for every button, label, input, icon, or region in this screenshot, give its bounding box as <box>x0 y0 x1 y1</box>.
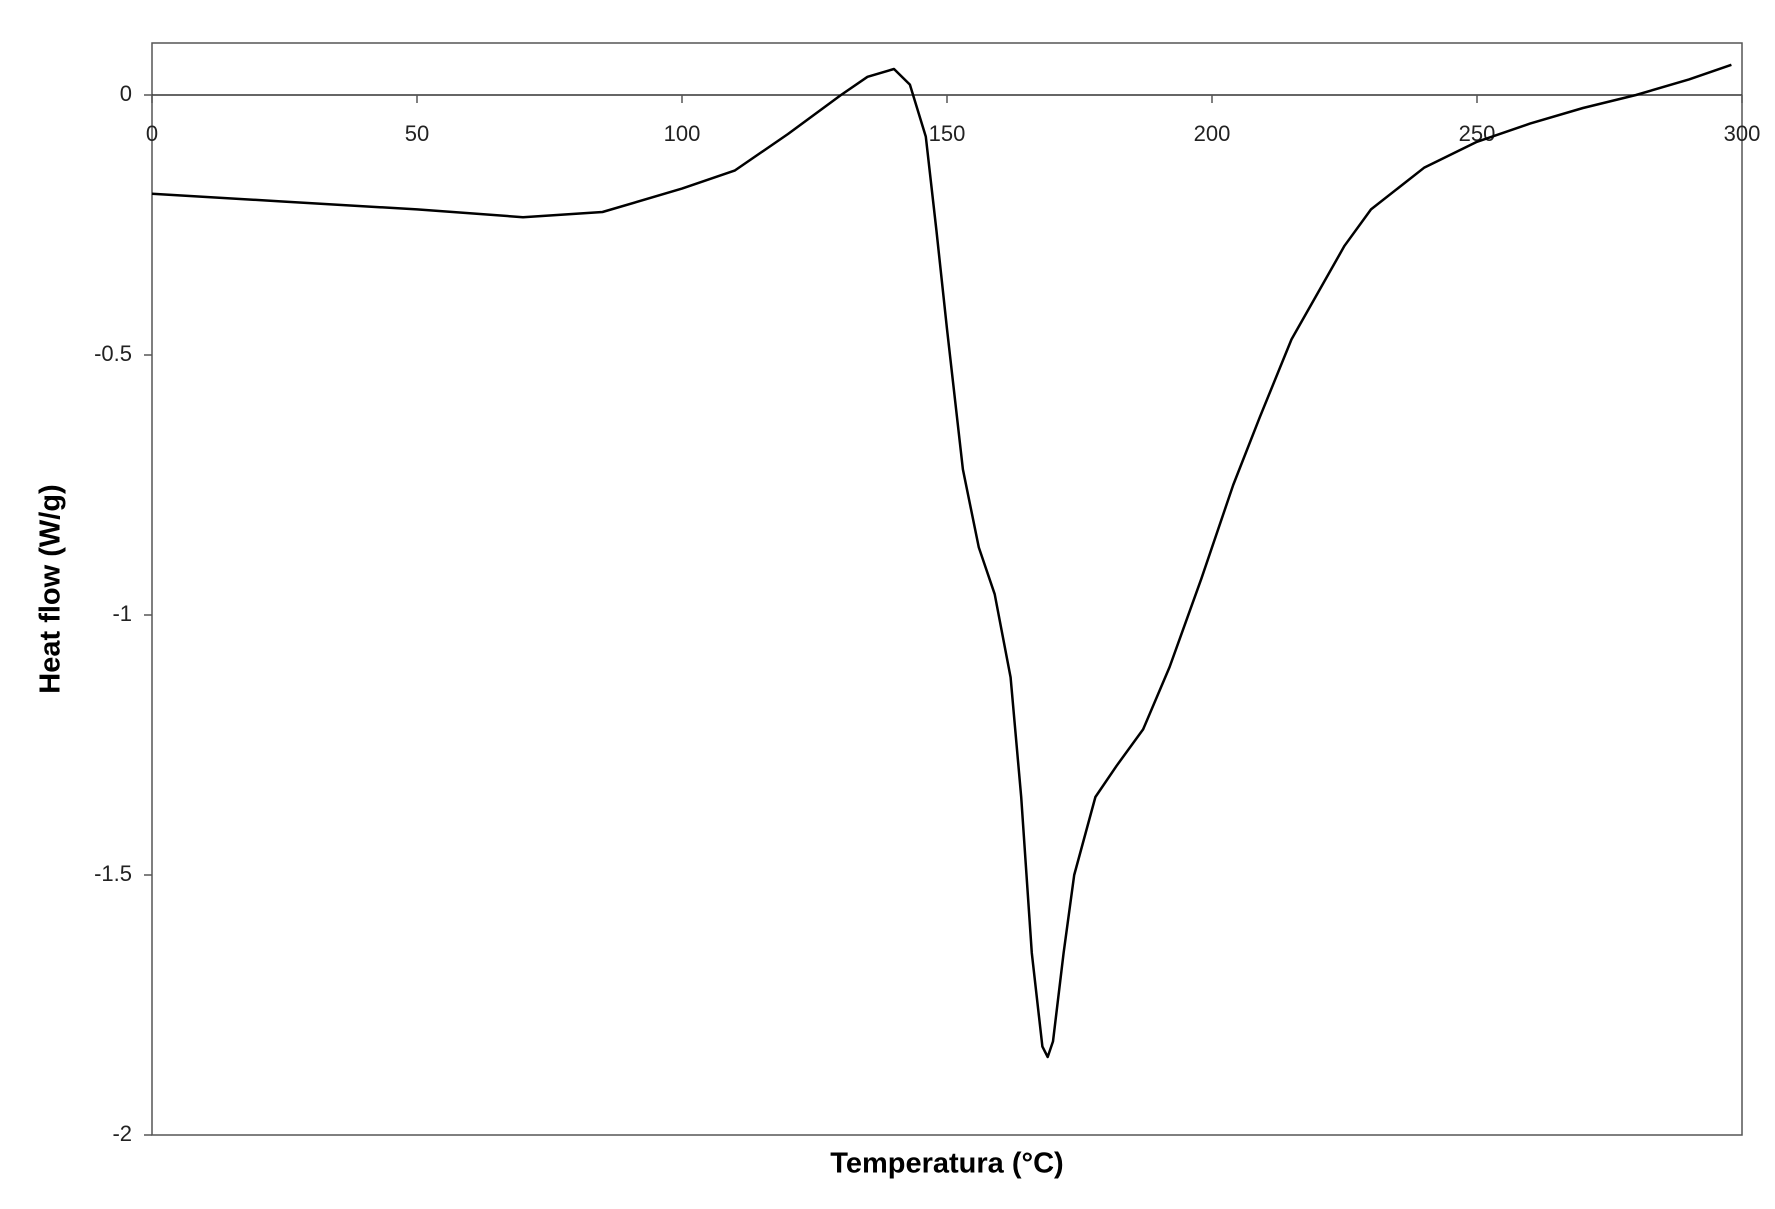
y-tick-label: -1.5 <box>94 861 132 886</box>
x-tick-label: 100 <box>664 121 701 146</box>
y-tick-label: -1 <box>112 601 132 626</box>
y-axis-label: Heat flow (W/g) <box>35 484 67 693</box>
x-tick-label: 50 <box>405 121 429 146</box>
data-line <box>151 63 1732 1059</box>
y-tick-label: -2 <box>112 1121 132 1146</box>
y-tick-label: 0 <box>120 81 132 106</box>
x-axis-label: Temperatura (°C) <box>830 1148 1063 1180</box>
y-tick-label: -0.5 <box>94 341 132 366</box>
x-tick-label: 300 <box>1724 121 1761 146</box>
x-tick-label: 0 <box>146 121 158 146</box>
plot-frame <box>151 42 1743 1136</box>
x-tick-label: 200 <box>1194 121 1231 146</box>
x-tick-label: 150 <box>929 121 966 146</box>
